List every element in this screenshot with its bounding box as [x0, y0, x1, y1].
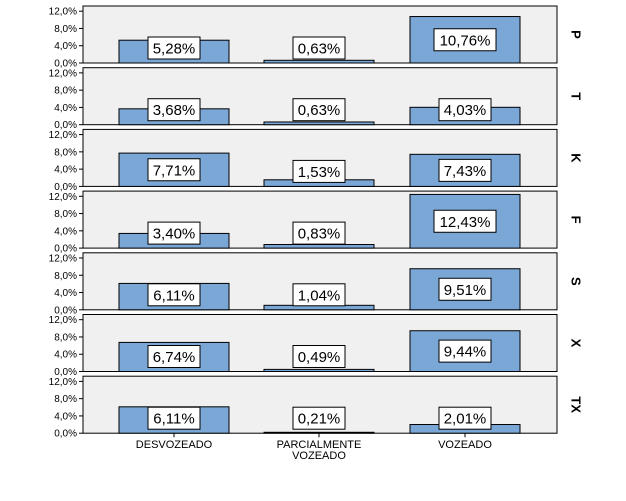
- y-tick-label: 8,0%: [54, 209, 77, 220]
- y-tick-label: 4,0%: [54, 103, 77, 114]
- facet-label: K: [569, 153, 584, 163]
- y-tick-label: 12,0%: [49, 68, 77, 79]
- data-label: 6,11%: [153, 287, 194, 304]
- data-label-box: [292, 345, 346, 368]
- data-label: 2,01%: [444, 411, 487, 428]
- data-label: 9,51%: [444, 282, 487, 299]
- x-category-label: PARCIALMENTE: [277, 439, 362, 451]
- data-label-box: [147, 98, 201, 122]
- data-label: 0,49%: [298, 349, 341, 366]
- data-label-box: [147, 345, 201, 368]
- x-category-label: VOZEADO: [292, 450, 346, 462]
- data-label-box: [147, 36, 201, 60]
- data-label: 5,28%: [153, 41, 196, 58]
- bar: [263, 368, 375, 373]
- facet-label: S: [569, 277, 584, 286]
- data-label-box: [433, 28, 497, 52]
- y-tick-label: 4,0%: [54, 226, 77, 237]
- data-label-box: [438, 406, 492, 430]
- y-tick-label: 12,0%: [49, 130, 77, 141]
- data-label-box: [147, 221, 201, 245]
- x-category-label: DESVOZEADO: [136, 439, 213, 451]
- y-tick-label: 0,0%: [54, 305, 77, 316]
- data-label: 0,83%: [298, 226, 341, 243]
- data-label: 6,74%: [153, 349, 196, 366]
- y-tick-label: 0,0%: [54, 59, 77, 70]
- data-label-box: [147, 406, 201, 430]
- data-label-box: [292, 98, 346, 122]
- data-label-box: [438, 339, 492, 363]
- y-tick-label: 4,0%: [54, 350, 77, 361]
- y-tick-label: 4,0%: [54, 165, 77, 176]
- bar: [263, 59, 375, 64]
- data-label: 7,43%: [444, 163, 487, 180]
- y-tick-label: 12,0%: [49, 377, 77, 388]
- data-label: 3,68%: [153, 102, 196, 119]
- data-label-box: [292, 406, 346, 430]
- data-label: 3,40%: [153, 226, 196, 243]
- data-label: 0,21%: [298, 411, 341, 428]
- data-label: 1,04%: [298, 287, 341, 304]
- y-tick-label: 4,0%: [54, 411, 77, 422]
- y-tick-label: 0,0%: [54, 182, 77, 193]
- data-label-box: [438, 158, 492, 182]
- data-label: 10,76%: [440, 32, 491, 49]
- y-tick-label: 4,0%: [54, 288, 77, 299]
- y-tick-label: 4,0%: [54, 41, 77, 52]
- y-tick-label: 0,0%: [54, 120, 77, 131]
- y-tick-label: 12,0%: [49, 7, 77, 18]
- y-tick-label: 8,0%: [54, 394, 77, 405]
- y-tick-label: 8,0%: [54, 271, 77, 282]
- data-label-box: [292, 159, 346, 183]
- y-tick-label: 8,0%: [54, 147, 77, 158]
- data-label: 0,63%: [298, 102, 341, 119]
- x-category-label: VOZEADO: [438, 439, 492, 451]
- data-label-box: [433, 209, 497, 233]
- data-label: 1,53%: [298, 164, 341, 181]
- data-label: 6,11%: [153, 411, 194, 428]
- y-tick-label: 12,0%: [49, 253, 77, 264]
- y-tick-label: 8,0%: [54, 24, 77, 35]
- y-tick-label: 12,0%: [49, 192, 77, 203]
- data-label: 4,03%: [444, 102, 487, 119]
- facet-label: TX: [569, 396, 584, 413]
- data-label: 0,63%: [298, 41, 341, 58]
- facet-label: F: [569, 216, 584, 224]
- bar: [263, 244, 375, 249]
- y-tick-label: 8,0%: [54, 332, 77, 343]
- facet-label: X: [569, 339, 584, 348]
- y-tick-label: 0,0%: [54, 429, 77, 440]
- data-label-box: [292, 283, 346, 307]
- data-label-box: [147, 283, 201, 307]
- facet-label: T: [569, 92, 584, 100]
- facet-label: P: [569, 30, 584, 39]
- y-tick-label: 0,0%: [54, 244, 77, 255]
- data-label-box: [292, 36, 346, 60]
- data-label-box: [438, 98, 492, 122]
- data-label: 12,43%: [440, 214, 491, 231]
- bar: [263, 431, 375, 434]
- y-tick-label: 8,0%: [54, 86, 77, 97]
- y-tick-label: 12,0%: [49, 315, 77, 326]
- data-label-box: [438, 277, 492, 301]
- data-label-box: [292, 221, 346, 245]
- bar: [263, 121, 375, 126]
- data-label-box: [147, 158, 201, 182]
- data-label: 7,71%: [153, 162, 196, 179]
- data-label: 9,44%: [444, 344, 487, 361]
- y-tick-label: 0,0%: [54, 367, 77, 378]
